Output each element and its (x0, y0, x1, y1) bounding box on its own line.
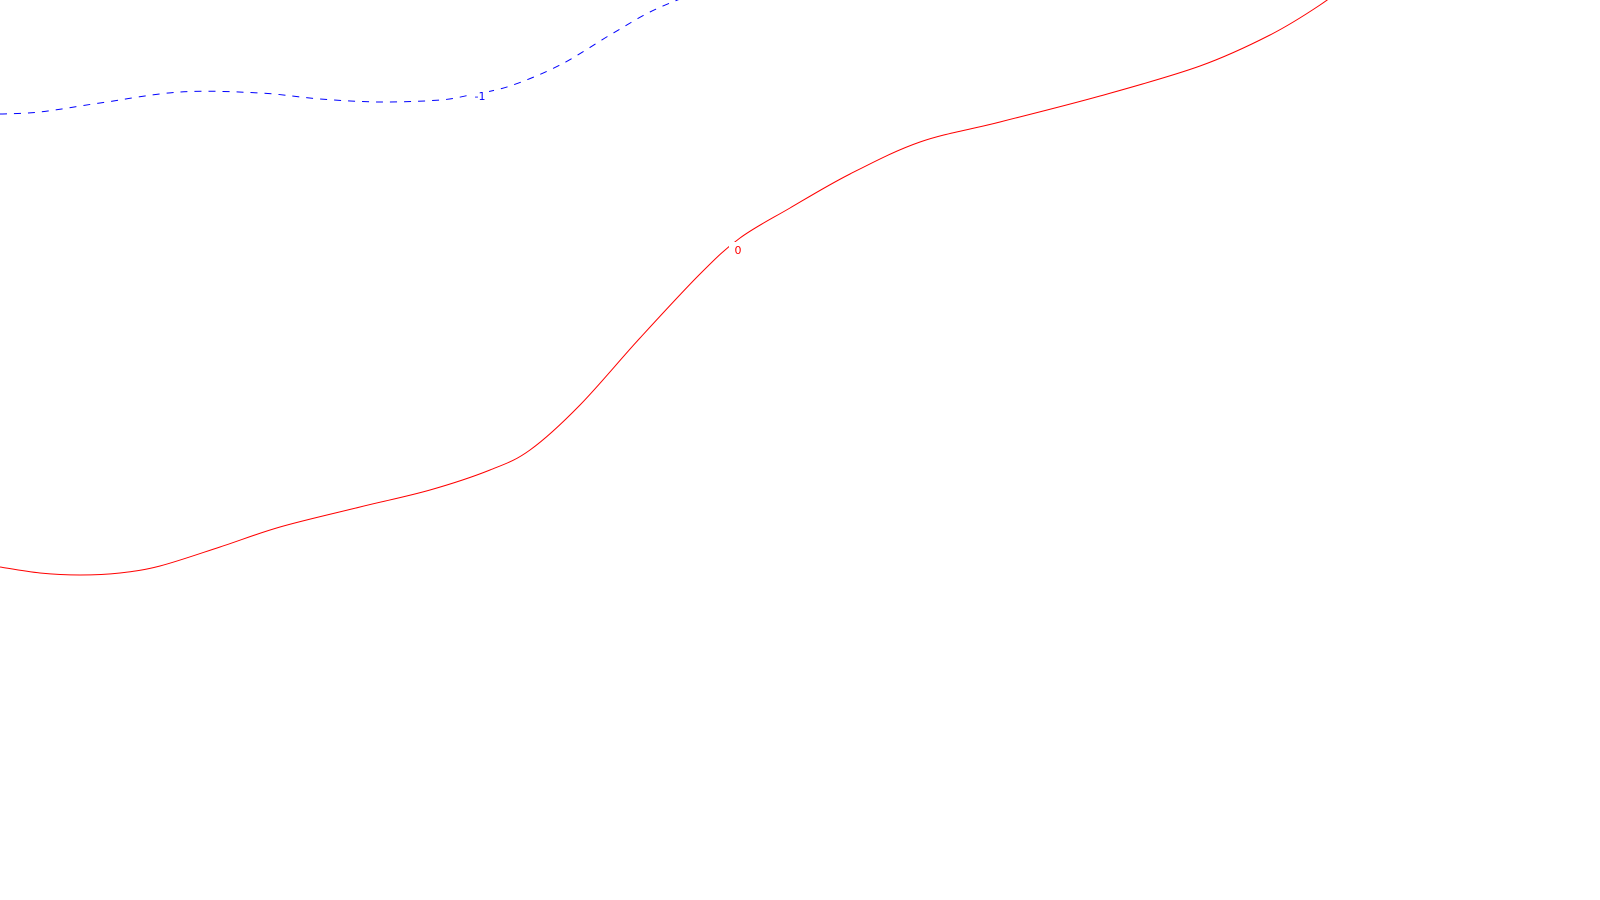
contour-label-background-contour-level-minus-1 (471, 88, 489, 102)
contour-label-contour-level-minus-1: -1 (475, 90, 486, 103)
contour-label-background-contour-level-0 (729, 242, 747, 256)
contour-label-layer: -1 0 (471, 88, 747, 257)
series-layer (0, 0, 1329, 576)
contour-line-contour-level-0 (0, 0, 1329, 576)
contour-label-contour-level-0: 0 (735, 244, 742, 257)
contour-line-contour-level-minus-1 (0, 0, 679, 115)
